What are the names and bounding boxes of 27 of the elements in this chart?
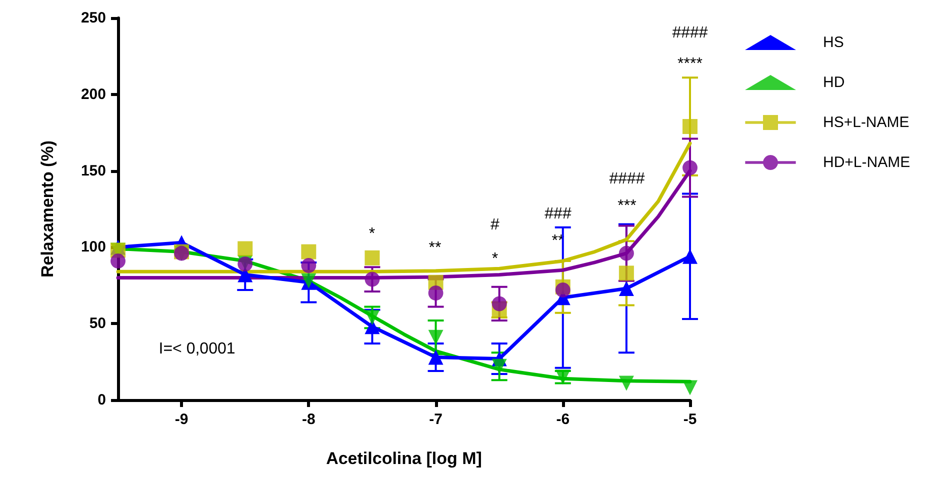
annotation: I=< 0,0001	[158, 340, 236, 358]
annotation: #	[490, 216, 500, 234]
legend-label: HS	[823, 34, 844, 51]
annotation: ####	[672, 24, 708, 42]
x-tick-label: -5	[683, 411, 697, 428]
annotation: ###	[544, 206, 572, 222]
annotation: *	[492, 250, 498, 268]
y-tick-label: 150	[80, 162, 106, 180]
legend-label: HS+L-NAME	[823, 114, 910, 131]
annotation: *	[368, 226, 376, 242]
annotation: ####	[609, 170, 645, 188]
y-tick-label: 0	[98, 392, 106, 408]
x-tick-label: -9	[174, 411, 188, 428]
legend-label: HD+L-NAME	[823, 154, 910, 171]
y-tick-label: 250	[80, 10, 106, 26]
x-axis-title: Acetilcolina [log M]	[326, 449, 482, 468]
y-axis-title: Relaxamento (%)	[38, 140, 57, 278]
annotation: **	[428, 240, 442, 256]
annotation: ***	[618, 198, 636, 214]
y-tick-label: 200	[80, 86, 106, 103]
y-tick-label: 100	[80, 238, 106, 256]
y-tick-label: 50	[89, 315, 106, 332]
legend-label: HD	[823, 74, 845, 91]
x-tick-label: -7	[429, 411, 442, 428]
x-tick-label: -6	[556, 411, 570, 428]
x-tick-label: -8	[302, 411, 316, 428]
annotation: ****	[678, 56, 702, 72]
